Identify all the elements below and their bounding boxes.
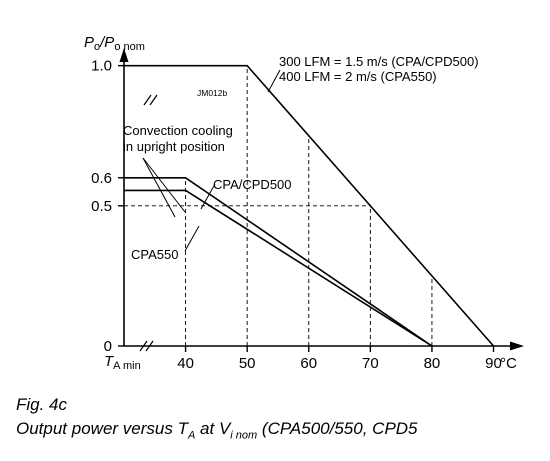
y-axis-arrow <box>119 48 129 62</box>
caption-symbol-t: T <box>177 419 188 438</box>
convection-label-2: in upright position <box>123 139 225 154</box>
dashed-gridlines <box>124 65 433 346</box>
x-tick-label-4: 80 <box>424 355 441 372</box>
forced-air-leader <box>267 69 281 93</box>
figure-caption: Output power versus TA at Vi nom (CPA500… <box>16 419 418 441</box>
x-tick-label-1: 50 <box>239 355 256 372</box>
x-axis-arrow <box>510 341 524 351</box>
forced-air-label-1: 300 LFM = 1.5 m/s (CPA/CPD500) <box>279 54 479 69</box>
caption-text-1: Output power versus <box>16 419 178 438</box>
convection-label-1: Convection cooling <box>123 123 233 138</box>
convection-leader-2 <box>142 157 176 218</box>
x-tick-label-3: 70 <box>362 355 379 372</box>
y-tick-label-0: 0 <box>104 338 112 355</box>
caption-sub-inom: i nom <box>230 429 258 442</box>
y-ticks: 0 0.5 0.6 1.0 <box>91 58 124 355</box>
cpa550-leader <box>184 225 200 252</box>
x-tick-label-0: 40 <box>177 355 194 372</box>
series-line-cpa550 <box>124 189 433 347</box>
x-ticks: 40 50 60 70 80 90 <box>177 346 502 372</box>
caption-symbol-v: V <box>218 419 231 438</box>
forced-air-label-2: 400 LFM = 2 m/s (CPA550) <box>279 69 437 84</box>
y-tick-label-3: 1.0 <box>91 58 112 75</box>
derating-chart: 0 0.5 0.6 1.0 40 50 60 70 80 90 Po/Po nom TA min… <box>84 34 524 372</box>
x-tick-label-5: 90 <box>485 355 502 372</box>
series-lines <box>124 64 495 347</box>
y-axis-label: Po/Po nom <box>84 34 145 53</box>
y-tick-label-2: 0.6 <box>91 170 112 187</box>
cpa-cpd500-label: CPA/CPD500 <box>213 177 292 192</box>
series-line-cpa_cpd500 <box>124 176 433 347</box>
caption-sub-a: A <box>187 429 196 442</box>
cpa550-label: CPA550 <box>131 247 178 262</box>
caption-text-2: at <box>195 419 219 438</box>
series-line-forced_air <box>124 64 495 347</box>
x-tick-label-2: 60 <box>300 355 317 372</box>
caption-text-3: (CPA500/550, CPD5 <box>257 419 418 438</box>
x-axis-break-mark <box>139 340 154 352</box>
figure-label: Fig. 4c <box>16 395 68 414</box>
cpa-cpd500-leader <box>200 183 216 210</box>
x-origin-label: TA min <box>104 353 141 372</box>
x-axis-unit-label: °C <box>500 355 517 372</box>
convection-leader-1 <box>142 157 186 213</box>
forced-air-break-mark <box>143 94 158 106</box>
code-label: JM012b <box>197 88 228 98</box>
y-tick-label-1: 0.5 <box>91 198 112 215</box>
